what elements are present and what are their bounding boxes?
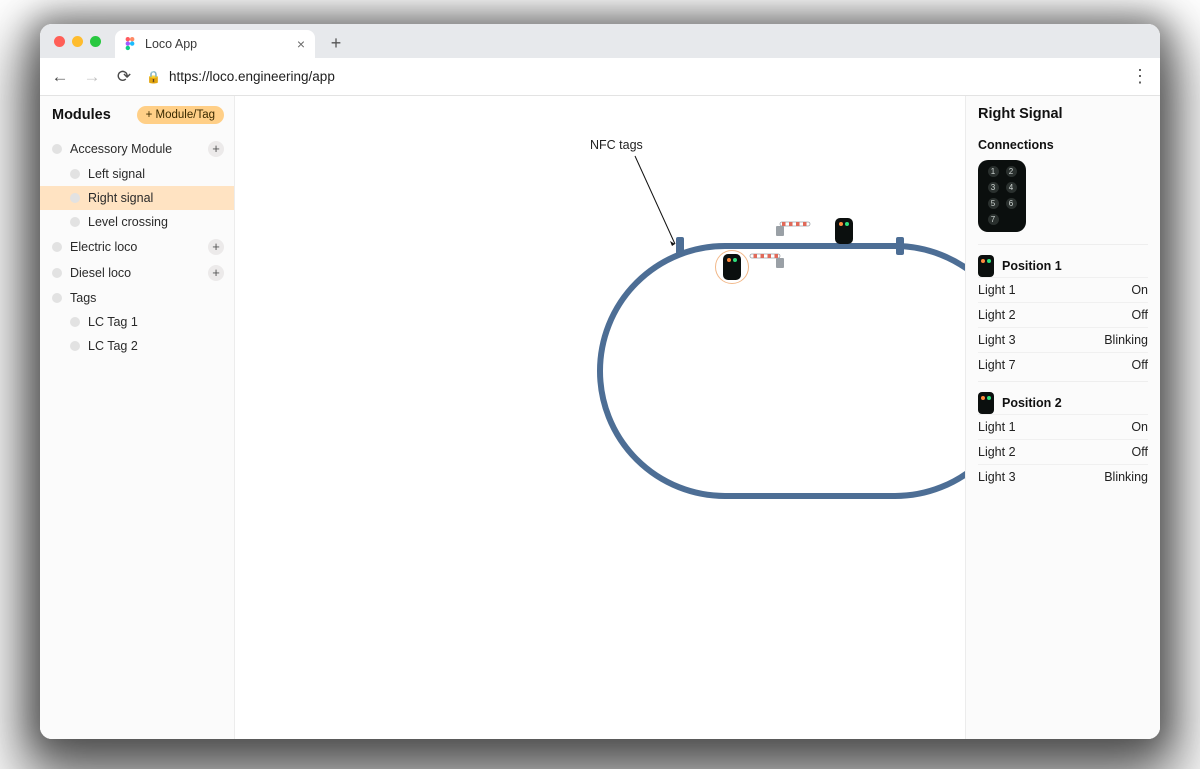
add-child-button[interactable]: + bbox=[208, 239, 224, 255]
light-state: On bbox=[1131, 283, 1148, 297]
connection-pin: 3 bbox=[986, 182, 1000, 196]
figma-icon bbox=[123, 37, 137, 51]
app-body: Modules + Module/Tag Accessory Module + … bbox=[40, 96, 1160, 739]
connection-pin: 7 bbox=[986, 214, 1000, 228]
bullet-icon bbox=[70, 341, 80, 351]
signal-node[interactable] bbox=[723, 254, 741, 280]
light-row[interactable]: Light 3 Blinking bbox=[978, 464, 1148, 489]
connection-pin: 2 bbox=[1004, 166, 1018, 180]
track-diagram bbox=[235, 96, 965, 739]
bullet-icon bbox=[52, 293, 62, 303]
window-maximize-button[interactable] bbox=[90, 36, 101, 47]
signal-icon bbox=[978, 392, 994, 414]
connection-pin: 6 bbox=[1004, 198, 1018, 212]
connections-diagram: 1234567 bbox=[978, 160, 1026, 232]
light-row[interactable]: Light 3 Blinking bbox=[978, 327, 1148, 352]
bullet-icon bbox=[70, 217, 80, 227]
url-text: https://loco.engineering/app bbox=[169, 69, 335, 84]
light-name: Light 2 bbox=[978, 308, 1016, 322]
tree-item-level-crossing[interactable]: Level crossing bbox=[40, 210, 234, 234]
light-name: Light 7 bbox=[978, 358, 1016, 372]
light-row[interactable]: Light 2 Off bbox=[978, 302, 1148, 327]
position-title: Position 2 bbox=[1002, 396, 1062, 410]
tab-close-icon[interactable]: × bbox=[297, 37, 305, 51]
add-child-button[interactable]: + bbox=[208, 265, 224, 281]
tab-strip: Loco App × + bbox=[40, 24, 1160, 58]
sidebar-title: Modules bbox=[52, 107, 111, 123]
signal-icon bbox=[978, 255, 994, 277]
connection-pin: 1 bbox=[986, 166, 1000, 180]
tree-item-right-signal[interactable]: Right signal bbox=[40, 186, 234, 210]
bullet-icon bbox=[70, 169, 80, 179]
light-state: Off bbox=[1132, 445, 1148, 459]
tree-label: Accessory Module bbox=[70, 142, 172, 156]
position-header[interactable]: Position 2 bbox=[978, 381, 1148, 414]
bullet-icon bbox=[70, 317, 80, 327]
light-state: Blinking bbox=[1104, 333, 1148, 347]
light-name: Light 2 bbox=[978, 445, 1016, 459]
browser-tab[interactable]: Loco App × bbox=[115, 30, 315, 58]
tree-item-lc-tag-2[interactable]: LC Tag 2 bbox=[40, 334, 234, 358]
light-name: Light 3 bbox=[978, 470, 1016, 484]
tab-title: Loco App bbox=[145, 37, 197, 51]
nav-back-button[interactable]: ← bbox=[50, 67, 70, 87]
tree-label: LC Tag 1 bbox=[88, 315, 138, 329]
window-minimize-button[interactable] bbox=[72, 36, 83, 47]
address-bar[interactable]: 🔒 https://loco.engineering/app bbox=[146, 69, 335, 84]
bullet-icon bbox=[52, 144, 62, 154]
tree-item-left-signal[interactable]: Left signal bbox=[40, 162, 234, 186]
add-child-button[interactable]: + bbox=[208, 141, 224, 157]
tree-label: Right signal bbox=[88, 191, 153, 205]
tree-item-lc-tag-1[interactable]: LC Tag 1 bbox=[40, 310, 234, 334]
light-name: Light 3 bbox=[978, 333, 1016, 347]
tree-item-accessory[interactable]: Accessory Module + bbox=[40, 136, 234, 162]
tree-label: Left signal bbox=[88, 167, 145, 181]
positions-list: Position 1 Light 1 On Light 2 Off Light 3 Blin… bbox=[978, 240, 1148, 489]
browser-toolbar: ← → ⟳ 🔒 https://loco.engineering/app ⋮ bbox=[40, 58, 1160, 96]
light-state: Off bbox=[1132, 308, 1148, 322]
connection-pin: 5 bbox=[986, 198, 1000, 212]
connection-pin: 4 bbox=[1004, 182, 1018, 196]
window-controls bbox=[50, 24, 107, 58]
position-title: Position 1 bbox=[1002, 259, 1062, 273]
light-row[interactable]: Light 1 On bbox=[978, 414, 1148, 439]
signal-node[interactable] bbox=[835, 218, 853, 244]
bullet-icon bbox=[52, 242, 62, 252]
bullet-icon bbox=[52, 268, 62, 278]
nav-reload-button[interactable]: ⟳ bbox=[114, 67, 134, 87]
tree-item-tags[interactable]: Tags bbox=[40, 286, 234, 310]
layout-canvas[interactable]: NFC tags bbox=[235, 96, 965, 739]
nav-forward-button[interactable]: → bbox=[82, 67, 102, 87]
tree-label: Tags bbox=[70, 291, 96, 305]
light-state: Off bbox=[1132, 358, 1148, 372]
position-header[interactable]: Position 1 bbox=[978, 244, 1148, 277]
browser-menu-button[interactable]: ⋮ bbox=[1131, 66, 1150, 87]
light-name: Light 1 bbox=[978, 420, 1016, 434]
window-close-button[interactable] bbox=[54, 36, 65, 47]
tree-item-diesel-loco[interactable]: Diesel loco + bbox=[40, 260, 234, 286]
light-row[interactable]: Light 1 On bbox=[978, 277, 1148, 302]
inspector-panel: Right Signal Connections 1234567 Positio… bbox=[965, 96, 1160, 739]
browser-window: Loco App × + ← → ⟳ 🔒 https://loco.engine… bbox=[40, 24, 1160, 739]
tree-item-electric-loco[interactable]: Electric loco + bbox=[40, 234, 234, 260]
light-row[interactable]: Light 7 Off bbox=[978, 352, 1148, 377]
add-module-button[interactable]: + Module/Tag bbox=[137, 106, 224, 124]
light-state: On bbox=[1131, 420, 1148, 434]
tree-label: Electric loco bbox=[70, 240, 137, 254]
lock-icon: 🔒 bbox=[146, 70, 161, 84]
sidebar: Modules + Module/Tag Accessory Module + … bbox=[40, 96, 235, 739]
light-row[interactable]: Light 2 Off bbox=[978, 439, 1148, 464]
light-state: Blinking bbox=[1104, 470, 1148, 484]
new-tab-button[interactable]: + bbox=[323, 30, 349, 56]
tree-label: Diesel loco bbox=[70, 266, 131, 280]
inspector-title: Right Signal bbox=[978, 106, 1148, 122]
tree-label: Level crossing bbox=[88, 215, 168, 229]
bullet-icon bbox=[70, 193, 80, 203]
light-name: Light 1 bbox=[978, 283, 1016, 297]
module-tree: Accessory Module + Left signal Right sig… bbox=[40, 134, 234, 364]
connections-label: Connections bbox=[978, 138, 1148, 152]
tree-label: LC Tag 2 bbox=[88, 339, 138, 353]
